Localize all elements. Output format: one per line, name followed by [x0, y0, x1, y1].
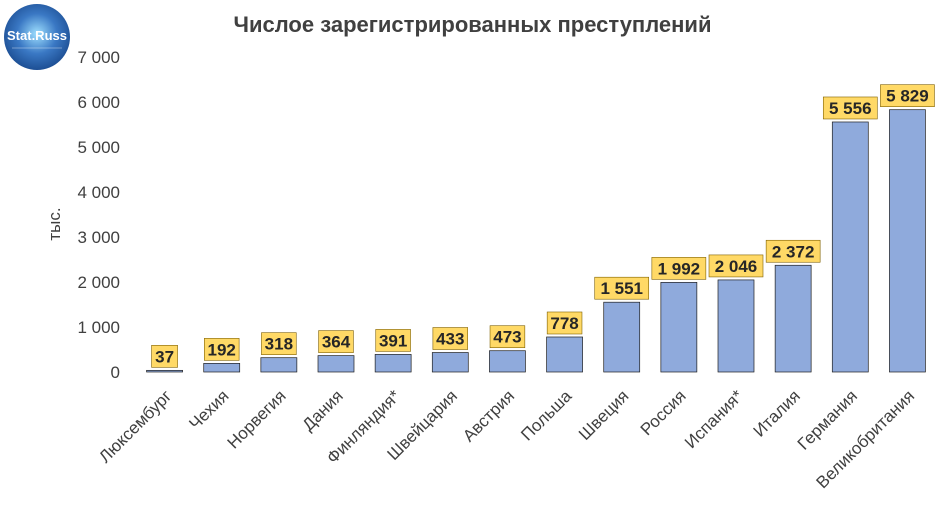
- x-tick-label: Дания: [299, 386, 347, 434]
- data-label: 473: [489, 325, 526, 349]
- data-label-text: 318: [265, 335, 293, 354]
- data-label-text: 2 372: [772, 242, 815, 261]
- data-label-text: 2 046: [715, 257, 758, 276]
- x-tick-label: Норвегия: [224, 386, 290, 452]
- x-tick-label: Чехия: [185, 386, 232, 433]
- data-label: 778: [546, 311, 583, 335]
- y-tick-label: 7 000: [77, 48, 120, 67]
- data-label-text: 391: [379, 331, 407, 350]
- x-tick-label: Италия: [750, 386, 804, 440]
- bar: [546, 336, 583, 373]
- bar: [489, 350, 526, 373]
- bar: [660, 282, 698, 373]
- data-label-box: [546, 311, 583, 335]
- data-label: 318: [261, 332, 297, 355]
- x-tick-label: Швеция: [575, 386, 633, 444]
- data-label-box: [822, 96, 878, 120]
- data-label-box: [432, 327, 468, 350]
- bar: [831, 121, 869, 373]
- y-tick-label: 5 000: [77, 138, 120, 157]
- data-label-box: [594, 276, 650, 300]
- data-label-text: 1 551: [600, 279, 643, 298]
- data-label: 364: [318, 330, 354, 353]
- bar: [260, 357, 298, 373]
- y-tick-label: 0: [111, 363, 120, 382]
- x-tick-label: Австрия: [459, 386, 518, 445]
- data-label: 391: [375, 329, 411, 352]
- bar: [374, 354, 412, 373]
- bar: [603, 301, 641, 373]
- y-tick-label: 2 000: [77, 273, 120, 292]
- data-label-text: 37: [155, 347, 174, 366]
- data-label: 5 556: [822, 96, 878, 120]
- data-label-box: [765, 239, 821, 263]
- data-label-box: [708, 254, 764, 278]
- data-label-text: 473: [493, 328, 521, 347]
- logo: Stat.Russ: [4, 4, 70, 70]
- data-label-box: [651, 257, 707, 280]
- x-tick-label: Люксембург: [95, 386, 175, 466]
- data-label: 433: [432, 327, 468, 350]
- bar: [774, 264, 812, 373]
- data-label-text: 5 829: [886, 87, 929, 106]
- data-label-box: [489, 325, 526, 349]
- x-tick-label: Великобритания: [813, 386, 919, 492]
- data-label: 5 829: [880, 84, 935, 107]
- data-label: 2 372: [765, 239, 821, 263]
- bar: [146, 369, 183, 373]
- y-tick-label: 3 000: [77, 228, 120, 247]
- data-label: 1 992: [651, 257, 707, 280]
- bar: [717, 279, 755, 373]
- data-label-box: [261, 332, 297, 355]
- y-tick-label: 6 000: [77, 93, 120, 112]
- data-label-box: [880, 84, 935, 107]
- data-label-box: [204, 338, 240, 361]
- data-label-box: [375, 329, 411, 352]
- bar: [889, 109, 926, 373]
- bar: [317, 355, 355, 373]
- data-label-box: [151, 345, 178, 368]
- data-label-text: 778: [550, 314, 578, 333]
- y-tick-label: 1 000: [77, 318, 120, 337]
- data-label-text: 5 556: [829, 99, 872, 118]
- data-label: 37: [151, 345, 178, 368]
- data-label-text: 1 992: [658, 259, 701, 278]
- x-tick-label: Испания*: [681, 386, 747, 452]
- data-labels: 37 192 318 364 391 433 473 778 1 551 1 992 2 046 2 …: [151, 84, 935, 368]
- globe-logo-icon: [4, 4, 70, 70]
- x-tick-label: Польша: [517, 386, 575, 444]
- data-label-text: 433: [436, 330, 464, 349]
- data-label: 192: [204, 338, 240, 361]
- data-label-text: 192: [208, 340, 236, 359]
- bar: [203, 363, 241, 373]
- data-label-box: [318, 330, 354, 353]
- logo-text: Stat.Russ: [7, 28, 67, 43]
- data-label: 2 046: [708, 254, 764, 278]
- bars: [146, 109, 926, 373]
- y-tick-label: 4 000: [77, 183, 120, 202]
- y-axis-title: тыс.: [45, 207, 64, 240]
- data-label: 1 551: [594, 276, 650, 300]
- chart-title: Числое зарегистрированных преступлений: [233, 12, 712, 37]
- bar: [431, 352, 469, 373]
- data-label-text: 364: [322, 333, 351, 352]
- x-tick-label: Россия: [637, 386, 690, 439]
- y-axis: 0 1 000 2 000 3 000 4 000 5 000 6 000 7 000: [77, 48, 120, 382]
